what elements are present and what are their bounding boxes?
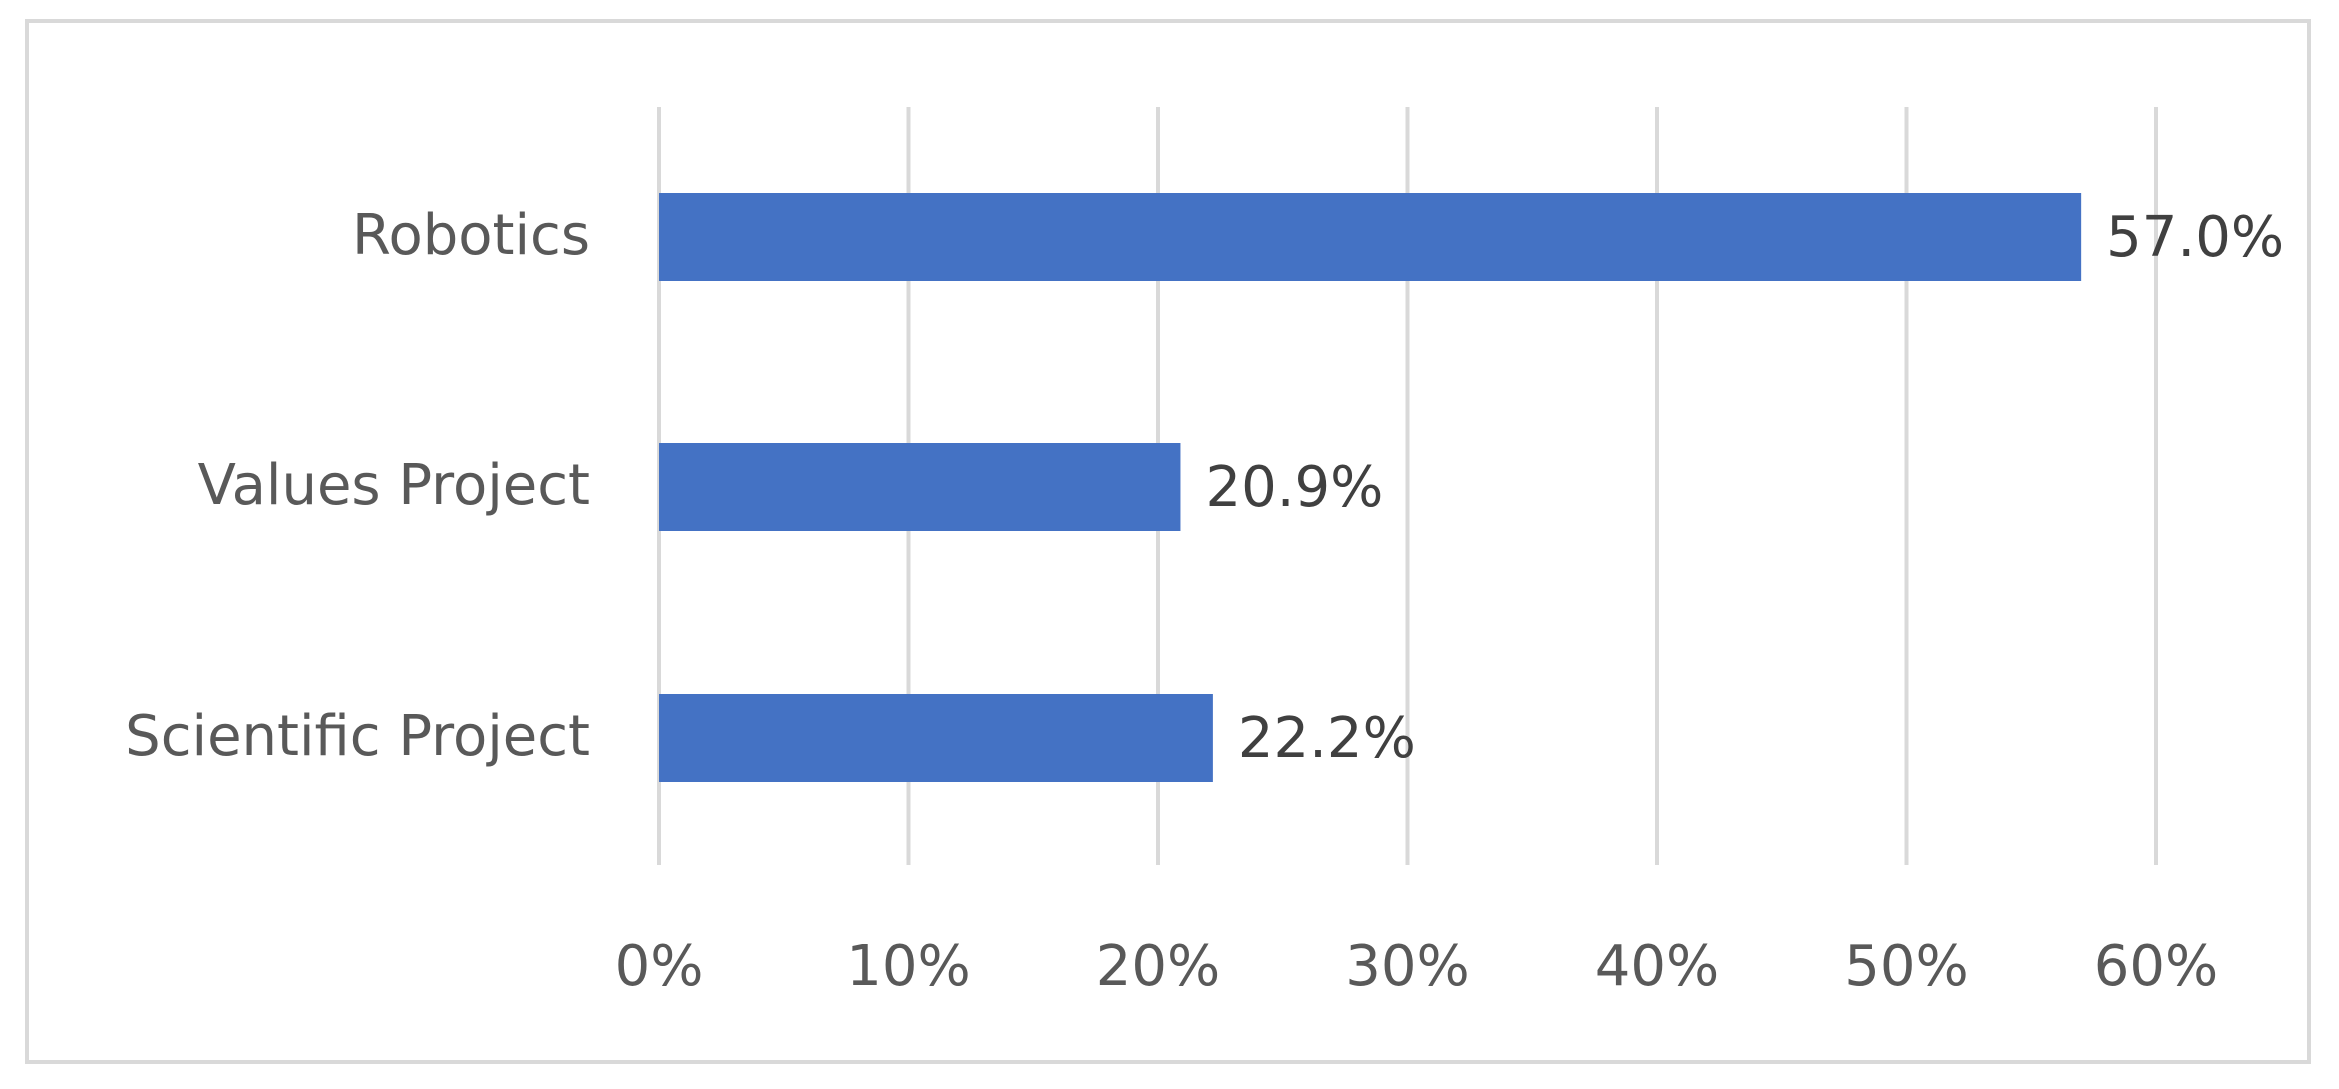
x-tick-label: 30% — [1345, 934, 1469, 999]
x-tick-label: 10% — [846, 934, 970, 999]
y-tick-label: Robotics — [352, 203, 590, 268]
x-tick-label: 50% — [1844, 934, 1968, 999]
chart-border — [25, 19, 2311, 1064]
x-tick-label: 0% — [615, 934, 704, 999]
bar — [659, 193, 2082, 281]
x-tick-label: 20% — [1096, 934, 1220, 999]
x-tick-label: 60% — [2094, 934, 2218, 999]
data-label: 57.0% — [2106, 205, 2284, 270]
bar — [659, 443, 1181, 531]
data-label: 22.2% — [1238, 706, 1416, 771]
y-tick-label: Scientific Project — [125, 704, 590, 769]
data-label: 20.9% — [1205, 455, 1383, 520]
x-tick-label: 40% — [1595, 934, 1719, 999]
bar — [659, 694, 1213, 782]
y-tick-label: Values Project — [198, 453, 590, 518]
